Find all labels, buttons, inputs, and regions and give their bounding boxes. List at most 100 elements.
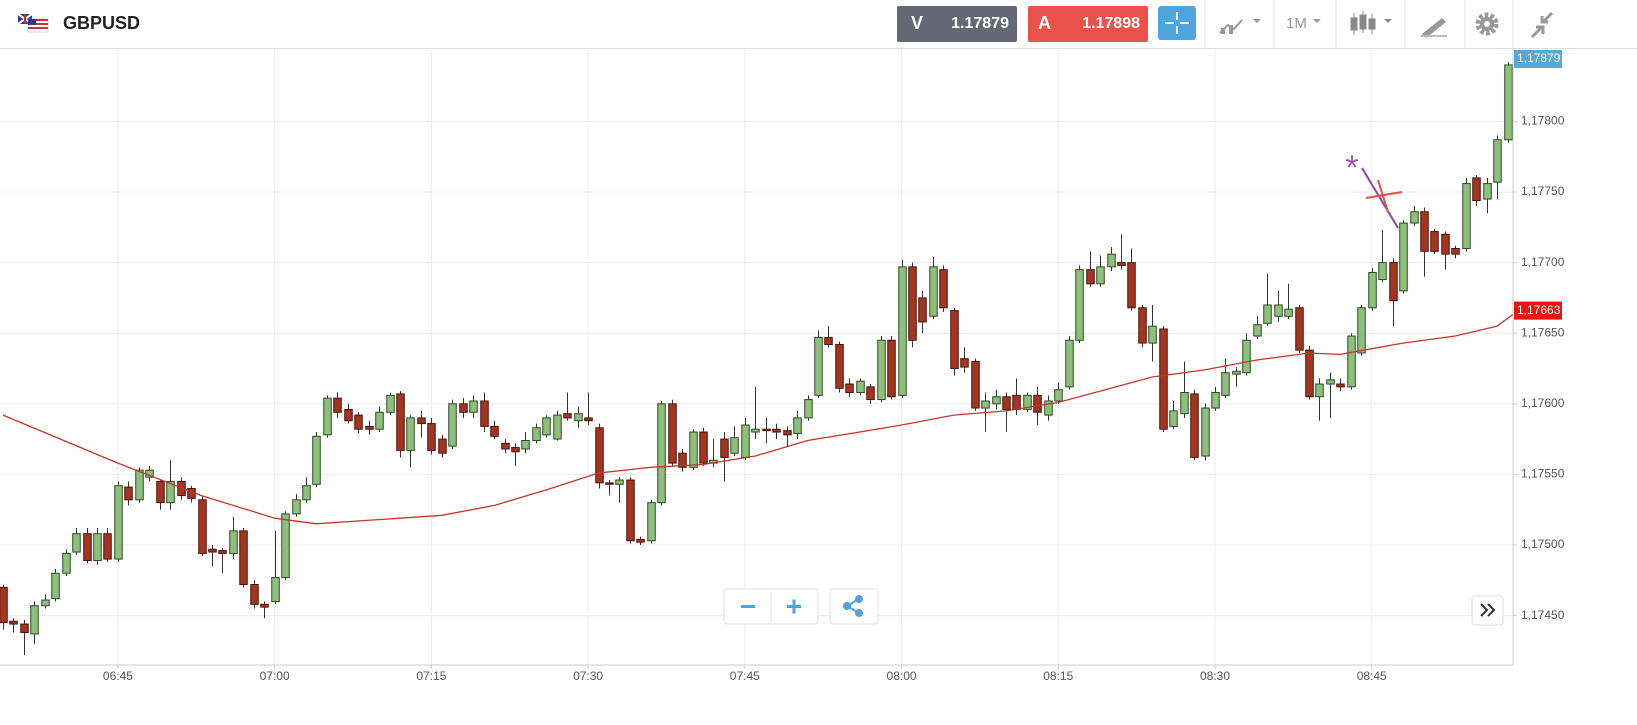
- ask-price: 1.17898: [1082, 15, 1140, 32]
- draw-tool-button[interactable]: [1421, 18, 1447, 38]
- candle-body: [1180, 392, 1189, 415]
- chart-type-button[interactable]: [1350, 11, 1392, 35]
- timeframe[interactable]: 1M: [1286, 15, 1307, 32]
- candle-body: [1357, 307, 1366, 354]
- candle-body: [480, 400, 489, 427]
- candle-body: [156, 480, 165, 504]
- candle-body: [668, 403, 677, 464]
- candle-body: [772, 428, 781, 433]
- bid-button[interactable]: [897, 6, 1017, 42]
- moving-average-line: [2, 313, 1513, 525]
- candle-body: [250, 584, 259, 605]
- x-tick-label: 06:45: [103, 669, 133, 683]
- candle-body: [469, 400, 478, 413]
- candle-body: [1044, 400, 1053, 416]
- candle-body: [783, 430, 792, 436]
- candle-body: [1127, 262, 1136, 309]
- candle-body: [1263, 304, 1272, 324]
- collapse-button[interactable]: [1530, 11, 1554, 39]
- settings-button[interactable]: [1475, 12, 1499, 36]
- candle-body: [218, 550, 227, 554]
- candle-body: [1305, 349, 1314, 398]
- candle-body: [814, 336, 823, 396]
- candle-body: [730, 437, 739, 454]
- candle-body: [1033, 394, 1042, 413]
- candle-body: [751, 428, 760, 433]
- scroll-right-button[interactable]: [1471, 595, 1504, 626]
- x-tick-label: 08:45: [1357, 669, 1387, 683]
- candles: [0, 62, 1513, 656]
- price-tag-bg: [1514, 50, 1562, 68]
- ask-button[interactable]: [1028, 6, 1148, 42]
- candle-body: [1315, 383, 1324, 398]
- crosshair-button[interactable]: [1158, 6, 1196, 40]
- candle-body: [354, 414, 363, 430]
- y-tick-label: 1,17800: [1521, 114, 1565, 128]
- candle-body: [292, 499, 301, 515]
- candle-body: [375, 411, 384, 430]
- candle-body: [30, 605, 39, 635]
- candle-body: [1169, 410, 1178, 427]
- indicator-button[interactable]: [1219, 19, 1261, 34]
- y-tick-label: 1,17600: [1521, 396, 1565, 410]
- candle-body: [1326, 379, 1335, 385]
- candle-body: [626, 479, 635, 542]
- candle-body: [845, 383, 854, 394]
- candle-body: [856, 380, 865, 394]
- x-tick-label: 08:30: [1200, 669, 1230, 683]
- candle-body: [1148, 325, 1157, 344]
- candle-body: [459, 403, 468, 413]
- candle-body: [1190, 393, 1199, 458]
- candle-body: [1410, 211, 1419, 224]
- candle-body: [584, 417, 593, 422]
- candle-body: [427, 423, 436, 451]
- candle-body: [9, 620, 18, 625]
- candle-body: [271, 576, 280, 602]
- timeframe-caret: [1313, 19, 1321, 23]
- candle-body: [302, 485, 311, 501]
- candle-body: [1493, 139, 1502, 183]
- candle-body: [1117, 262, 1126, 266]
- candle-body: [490, 425, 499, 437]
- svg-text:*: *: [1345, 149, 1358, 187]
- candle-body: [198, 499, 207, 554]
- candle-body: [1201, 407, 1210, 457]
- candle-body: [365, 425, 374, 430]
- toolbar-separators: [1204, 0, 1514, 48]
- candle-body: [574, 413, 583, 422]
- candle-body: [93, 533, 102, 562]
- candle-body: [51, 572, 60, 600]
- candle-body: [1284, 308, 1293, 317]
- zoom-in-button[interactable]: [787, 599, 801, 614]
- zoom-controls: [723, 588, 879, 625]
- candle-body: [1347, 335, 1356, 388]
- candle-body: [804, 399, 813, 419]
- x-tick-label: 07:00: [260, 669, 290, 683]
- candle-body: [1054, 389, 1063, 402]
- share-button[interactable]: [829, 588, 879, 625]
- candle-body: [417, 417, 426, 425]
- symbol: GBPUSD: [63, 13, 140, 33]
- bid-price: 1.17879: [951, 15, 1009, 32]
- candle-body: [1472, 177, 1481, 201]
- x-tick-label: 08:00: [887, 669, 917, 683]
- candle-body: [1221, 372, 1230, 396]
- candle-body: [699, 431, 708, 464]
- candle-body: [1336, 383, 1345, 388]
- candle-body: [239, 530, 248, 586]
- candle-body: [824, 336, 833, 345]
- y-tick-label: 1,17750: [1521, 184, 1565, 198]
- y-tick-label: 1,17700: [1521, 255, 1565, 269]
- candle-body: [1232, 370, 1241, 375]
- candle-body: [41, 599, 50, 607]
- y-tick-label: 1,17550: [1521, 467, 1565, 481]
- candle-body: [521, 440, 530, 450]
- candle-body: [1211, 392, 1220, 409]
- candle-body: [1430, 231, 1439, 252]
- candle-body: [208, 548, 217, 553]
- candle-body: [406, 417, 415, 451]
- candle-body: [793, 417, 802, 434]
- candle-body: [448, 403, 457, 447]
- candle-body: [1096, 266, 1105, 285]
